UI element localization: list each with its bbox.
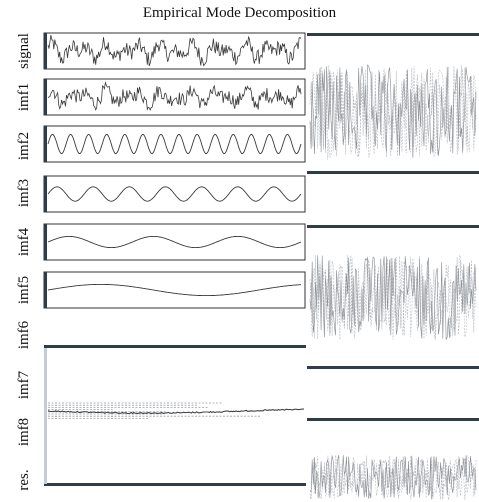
imf-panels (43, 32, 306, 309)
right-panel-top-border (307, 225, 479, 228)
overlay-left-axis (44, 348, 47, 484)
panel-imf2 (43, 125, 306, 163)
panel-axis-imf4 (44, 224, 47, 260)
label-imf2: imf2 (16, 132, 32, 160)
overlay-top-border (44, 345, 306, 348)
label-imf7: imf7 (16, 370, 32, 399)
chart-title: Empirical Mode Decomposition (142, 5, 337, 21)
overlay-panel (44, 345, 306, 486)
right-panel-2 (307, 225, 479, 369)
panel-axis-imf5 (44, 272, 47, 308)
right-noise-trace (309, 455, 477, 500)
panel-axis-imf1 (44, 79, 47, 115)
overlay-bottom-border (44, 483, 306, 486)
panel-frame-imf5 (43, 271, 306, 309)
label-res: res. (16, 469, 32, 490)
right-noise-trace (309, 64, 477, 158)
panel-signal (43, 32, 306, 70)
panel-frame-imf1 (43, 78, 306, 116)
right-noise-trace (309, 65, 477, 160)
series-line-imf2 (47, 133, 302, 155)
right-noise-trace (309, 454, 477, 500)
label-imf8: imf8 (16, 418, 32, 446)
panel-axis-imf3 (44, 176, 47, 212)
right-noise-trace (309, 254, 477, 340)
label-imf3: imf3 (16, 179, 32, 207)
right-panels (307, 33, 479, 500)
panel-frame-signal (43, 32, 306, 70)
series-line-signal (47, 35, 302, 67)
label-imf1: imf1 (16, 83, 32, 111)
right-panel-bottom-border (307, 366, 479, 369)
panel-labels: signal imf1 imf2 imf3 imf4 imf5 imf6 imf7 imf8 re… (16, 33, 32, 491)
right-panel-3 (307, 418, 479, 500)
right-noise-trace (309, 255, 477, 340)
panel-axis-imf2 (44, 126, 47, 162)
right-panel-bottom-border (307, 171, 479, 174)
panel-imf5 (43, 271, 306, 309)
label-imf4: imf4 (16, 227, 32, 256)
right-noise-trace (309, 65, 477, 158)
label-imf6: imf6 (16, 320, 32, 349)
right-panel-top-border (307, 33, 479, 36)
series-line-imf4 (47, 235, 302, 249)
right-panel-top-border (307, 418, 479, 421)
panel-imf4 (43, 223, 306, 261)
panel-axis-signal (44, 33, 47, 69)
series-line-imf5 (47, 283, 301, 297)
panel-imf3 (43, 175, 306, 213)
residual-line (47, 408, 304, 415)
series-line-imf3 (47, 186, 302, 202)
label-imf5: imf5 (16, 276, 32, 304)
label-signal: signal (16, 33, 32, 69)
right-panel-1 (307, 33, 479, 174)
series-line-imf1 (47, 81, 302, 111)
panel-imf1 (43, 78, 306, 116)
